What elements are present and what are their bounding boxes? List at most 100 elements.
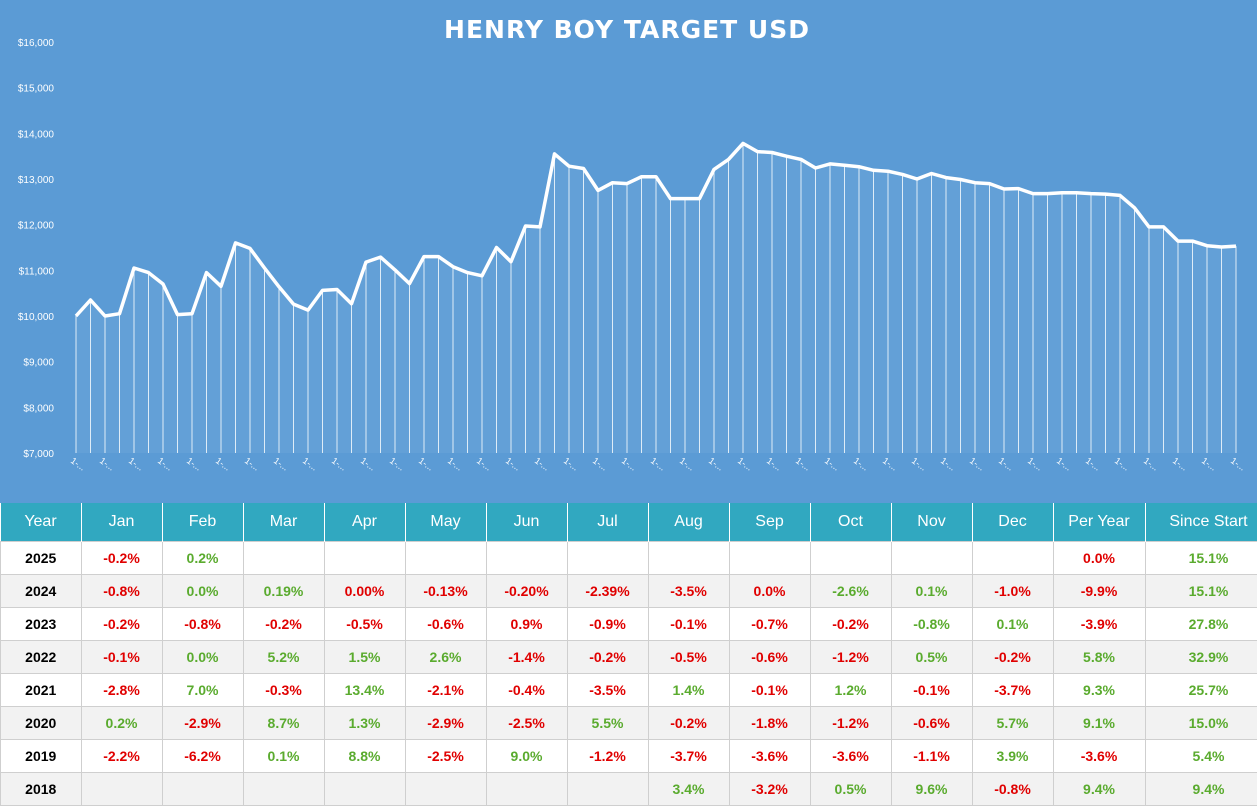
- return-cell: 15.1%: [1144, 574, 1257, 608]
- y-tick-label: $12,000: [18, 221, 55, 232]
- x-tick-label: 1-...: [185, 455, 203, 472]
- x-tick-label: 1-...: [243, 455, 261, 472]
- area-fill: [76, 143, 1236, 453]
- year-cell: 2022: [0, 640, 82, 674]
- year-cell: 2020: [0, 706, 82, 740]
- x-tick-label: 1-...: [620, 455, 638, 472]
- x-tick-label: 1-...: [678, 455, 696, 472]
- return-cell: [404, 772, 487, 806]
- x-tick-label: 1-...: [591, 455, 609, 472]
- year-cell: 2024: [0, 574, 82, 608]
- x-tick-label: 1-...: [765, 455, 783, 472]
- return-cell: -0.5%: [647, 640, 730, 674]
- return-cell: -3.5%: [647, 574, 730, 608]
- return-cell: 2.6%: [404, 640, 487, 674]
- return-cell: 7.0%: [161, 673, 244, 707]
- return-cell: 3.9%: [971, 739, 1054, 773]
- x-tick-label: 1-...: [69, 455, 87, 472]
- return-cell: [485, 772, 568, 806]
- return-cell: -0.8%: [161, 607, 244, 641]
- return-cell: -1.2%: [566, 739, 649, 773]
- monthly-returns-table: Year Jan Feb Mar Apr May Jun Jul Aug Sep Oct Nov Dec…: [0, 503, 1257, 806]
- table-row: 2021 -2.8% 7.0% -0.3% 13.4% -2.1% -0.4% -3.5% 1.…: [0, 673, 1257, 707]
- return-cell: 13.4%: [323, 673, 406, 707]
- return-cell: -3.6%: [728, 739, 811, 773]
- x-tick-label: 1-...: [707, 455, 725, 472]
- column-header-jul: Jul: [567, 503, 649, 542]
- return-cell: [485, 541, 568, 575]
- column-header-mar: Mar: [243, 503, 325, 542]
- return-cell: -0.1%: [728, 673, 811, 707]
- x-tick-label: 1-...: [997, 455, 1015, 472]
- y-tick-label: $9,000: [23, 358, 54, 369]
- return-cell: 0.5%: [890, 640, 973, 674]
- return-cell: -0.8%: [890, 607, 973, 641]
- column-header-oct: Oct: [810, 503, 892, 542]
- column-header-since-start: Since Start: [1145, 503, 1257, 542]
- return-cell: 5.7%: [971, 706, 1054, 740]
- return-cell: [566, 541, 649, 575]
- y-tick-label: $16,000: [18, 38, 55, 49]
- x-tick-label: 1-...: [156, 455, 174, 472]
- return-cell: 9.4%: [1144, 772, 1257, 806]
- return-cell: 32.9%: [1144, 640, 1257, 674]
- column-header-per-year: Per Year: [1053, 503, 1146, 542]
- return-cell: -0.7%: [728, 607, 811, 641]
- return-cell: -0.9%: [566, 607, 649, 641]
- return-cell: 25.7%: [1144, 673, 1257, 707]
- y-tick-label: $7,000: [23, 449, 54, 460]
- return-cell: -0.2%: [566, 640, 649, 674]
- x-tick-label: 1-...: [881, 455, 899, 472]
- return-cell: 5.5%: [566, 706, 649, 740]
- x-tick-label: 1-...: [562, 455, 580, 472]
- return-cell: 0.9%: [485, 607, 568, 641]
- drop-lines: [75, 143, 1237, 453]
- table-row: 2019 -2.2% -6.2% 0.1% 8.8% -2.5% 9.0% -1.2% -3.7…: [0, 739, 1257, 773]
- return-cell: 0.2%: [161, 541, 244, 575]
- x-tick-label: 1-...: [794, 455, 812, 472]
- return-cell: 9.6%: [890, 772, 973, 806]
- return-cell: [242, 541, 325, 575]
- column-header-jan: Jan: [81, 503, 163, 542]
- return-cell: -3.7%: [971, 673, 1054, 707]
- return-cell: [242, 772, 325, 806]
- return-cell: -0.2%: [647, 706, 730, 740]
- column-header-dec: Dec: [972, 503, 1054, 542]
- series-line: [74, 141, 1237, 318]
- table-row: 2023 -0.2% -0.8% -0.2% -0.5% -0.6% 0.9% -0.9% -0…: [0, 607, 1257, 641]
- x-tick-label: 1-...: [127, 455, 145, 472]
- return-cell: [971, 541, 1054, 575]
- x-tick-label: 1-...: [736, 455, 754, 472]
- return-cell: 8.8%: [323, 739, 406, 773]
- column-header-year: Year: [0, 503, 82, 542]
- return-cell: -2.8%: [80, 673, 163, 707]
- return-cell: -0.13%: [404, 574, 487, 608]
- return-cell: 0.19%: [242, 574, 325, 608]
- return-cell: 1.3%: [323, 706, 406, 740]
- column-header-nov: Nov: [891, 503, 973, 542]
- return-cell: [161, 772, 244, 806]
- return-cell: -2.9%: [404, 706, 487, 740]
- return-cell: -0.2%: [80, 607, 163, 641]
- x-tick-label: 1-...: [852, 455, 870, 472]
- x-tick-label: 1-...: [1200, 455, 1218, 472]
- return-cell: -0.4%: [485, 673, 568, 707]
- return-cell: -3.5%: [566, 673, 649, 707]
- x-tick-label: 1-...: [1084, 455, 1102, 472]
- year-cell: 2023: [0, 607, 82, 641]
- return-cell: [809, 541, 892, 575]
- return-cell: 0.00%: [323, 574, 406, 608]
- return-cell: 5.2%: [242, 640, 325, 674]
- return-cell: 27.8%: [1144, 607, 1257, 641]
- column-header-jun: Jun: [486, 503, 568, 542]
- return-cell: 9.4%: [1052, 772, 1146, 806]
- return-cell: 9.1%: [1052, 706, 1146, 740]
- x-tick-label: 1-...: [446, 455, 464, 472]
- return-cell: -3.6%: [1052, 739, 1146, 773]
- x-tick-label: 1-...: [1113, 455, 1131, 472]
- return-cell: 0.0%: [161, 574, 244, 608]
- return-cell: -0.2%: [809, 607, 892, 641]
- x-tick-label: 1-...: [968, 455, 986, 472]
- return-cell: -2.1%: [404, 673, 487, 707]
- return-cell: 8.7%: [242, 706, 325, 740]
